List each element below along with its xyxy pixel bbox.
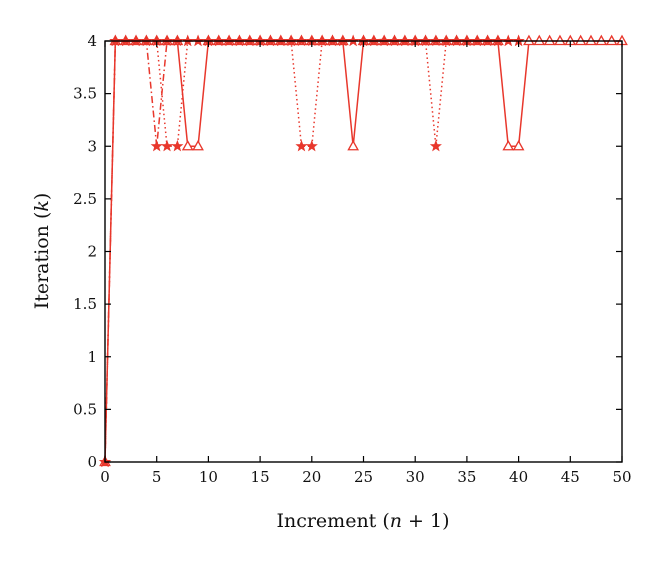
data-point-triangle <box>502 139 515 151</box>
x-tick-label: 25 <box>354 468 373 486</box>
y-axis-label: Iteration (k) <box>31 193 53 310</box>
x-tick-label: 5 <box>152 468 162 486</box>
x-tick-label: 20 <box>302 468 321 486</box>
series-3 <box>98 34 525 468</box>
data-point-triangle <box>585 34 597 46</box>
y-tick-label: 0.5 <box>73 400 97 418</box>
series-2 <box>98 34 525 468</box>
y-tick-label: 3 <box>87 137 97 155</box>
y-tick-label: 4 <box>87 32 97 50</box>
plot-frame <box>104 40 623 463</box>
data-point-triangle <box>181 139 194 151</box>
y-tick-label: 2.5 <box>73 190 97 208</box>
data-point-triangle <box>574 34 587 46</box>
data-point-star <box>150 139 163 152</box>
x-tick-label: 50 <box>612 468 631 486</box>
data-point-triangle <box>347 139 360 151</box>
y-tick-label: 0 <box>87 453 97 471</box>
data-point-triangle <box>543 34 556 46</box>
series-layer <box>98 34 628 468</box>
x-tick-label: 45 <box>561 468 580 486</box>
data-point-triangle <box>595 34 608 46</box>
data-point-star <box>160 139 174 152</box>
x-axis-label: Increment (n + 1) <box>276 510 449 532</box>
y-tick-label: 2 <box>87 243 97 261</box>
series-line <box>104 40 519 463</box>
x-tick-label: 15 <box>251 468 270 486</box>
ticks-layer: 0 5 10 15 20 25 30 35 40 45 50 0 0.5 1 1.5 2 2.5 3 3.5 4 <box>73 32 631 486</box>
data-point-star <box>171 139 184 152</box>
data-point-triangle <box>512 139 525 151</box>
data-point-triangle <box>192 139 204 151</box>
x-tick-label: 30 <box>406 468 425 486</box>
data-point-triangle <box>605 34 618 46</box>
data-point-star <box>295 139 308 152</box>
x-tick-label: 10 <box>199 468 218 486</box>
y-tick-label: 1 <box>87 348 97 366</box>
x-tick-label: 35 <box>457 468 476 486</box>
data-point-triangle <box>523 34 535 46</box>
data-point-star <box>305 139 318 152</box>
series-line <box>104 40 519 463</box>
data-point-star <box>429 139 442 152</box>
y-tick-label: 1.5 <box>73 295 97 313</box>
x-tick-label: 40 <box>509 468 528 486</box>
data-point-triangle <box>533 34 546 46</box>
series-1 <box>99 34 628 467</box>
y-tick-label: 3.5 <box>73 85 97 103</box>
x-tick-label: 0 <box>100 468 110 486</box>
data-point-triangle <box>554 34 566 46</box>
series-line <box>104 40 622 463</box>
